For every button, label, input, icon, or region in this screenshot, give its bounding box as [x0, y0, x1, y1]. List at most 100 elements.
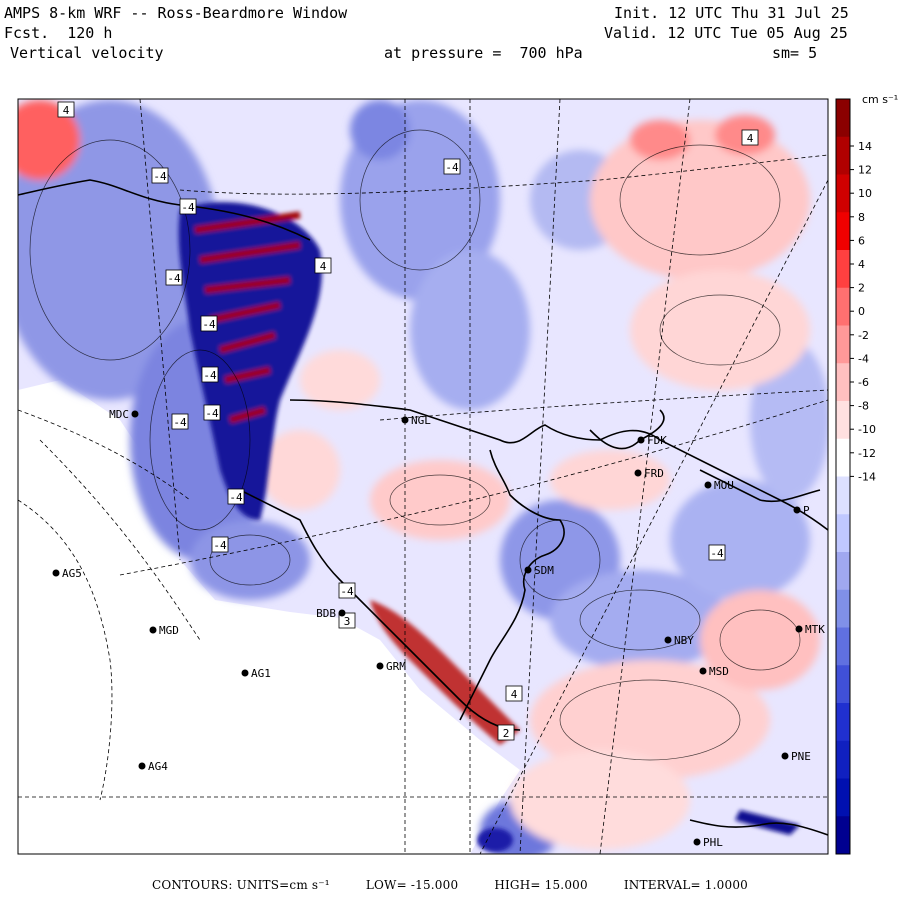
- station-marker: [376, 662, 384, 670]
- colorbar-swatch: [836, 627, 850, 666]
- station-label: PNE: [791, 750, 811, 763]
- map-frame: [17, 98, 829, 855]
- colorbar-swatch: [836, 476, 850, 515]
- contour-label: -4: [229, 491, 243, 504]
- contour-label: -4: [181, 201, 195, 214]
- contour-label: -4: [445, 161, 459, 174]
- station-marker: [795, 625, 803, 633]
- colorbar-tick-label: 0: [858, 305, 865, 318]
- contour-label-box: [227, 488, 245, 505]
- colorbar-swatch: [836, 212, 850, 251]
- contour-label-box: [314, 257, 332, 274]
- contour-label: -4: [173, 416, 187, 429]
- contour-label-box: [338, 582, 356, 599]
- colorbar-tick-label: 4: [858, 258, 865, 271]
- station-label: SDM: [534, 564, 554, 577]
- map-field: 4 -4 -4 -4 4 -4 4 -4 -4 -4 -4 -4 -4 3 -4 -4 2 4 NGL FDK FRD…: [18, 99, 828, 854]
- colorbar-swatch: [836, 174, 850, 213]
- colorbar-tick-label: -14: [858, 470, 876, 483]
- station-marker: [338, 609, 346, 617]
- contour-label: 4: [320, 260, 327, 273]
- colorbar-tick-label: 14: [858, 140, 872, 153]
- station-marker: [131, 410, 139, 418]
- contour-label-box: [443, 158, 461, 175]
- colorbar-tick-label: 6: [858, 234, 865, 247]
- contour-label-box: [741, 129, 759, 146]
- colorbar: 14 12 10 8 6 4 2 0 -2 -4 -6 -8 -10 -12 -14: [835, 98, 876, 855]
- contour-label: 4: [511, 688, 518, 701]
- valid-time: Valid. 12 UTC Tue 05 Aug 25: [604, 24, 848, 42]
- contour-label: -4: [167, 272, 181, 285]
- colorbar-tick-label: -12: [858, 447, 876, 460]
- contour-label: -4: [205, 407, 219, 420]
- stations: NGL FDK FRD MOU MDC SDM AG5 MGD AG1 AG4 NBY MTK BDB G…: [52, 408, 825, 849]
- station-marker: [704, 481, 712, 489]
- contour-low: LOW= -15.000: [365, 878, 459, 892]
- station-label: NGL: [411, 414, 431, 427]
- colorbar-tick-label: -8: [858, 400, 869, 413]
- contour-label-box: [201, 366, 219, 383]
- contour-label-box: [57, 101, 75, 118]
- contour-label-box: [200, 315, 218, 332]
- station-marker: [637, 436, 645, 444]
- colorbar-swatch: [836, 99, 850, 138]
- colorbar-swatch: [836, 665, 850, 704]
- pressure-level: at pressure = 700 hPa: [384, 44, 583, 62]
- colorbar-swatch: [836, 703, 850, 742]
- station-label: P: [803, 504, 810, 517]
- contour-lines: [29, 129, 801, 761]
- contour-label-box: [497, 724, 515, 741]
- contour-high: HIGH= 15.000: [494, 878, 588, 892]
- graticule: [18, 99, 828, 854]
- field-name: Vertical velocity: [10, 44, 164, 62]
- station-marker: [52, 569, 60, 577]
- station-label: NBY: [674, 634, 694, 647]
- coastlines: [18, 179, 828, 836]
- station-marker: [138, 762, 146, 770]
- contour-label: -4: [213, 539, 227, 552]
- contour-units: CONTOURS: UNITS=cm s⁻¹: [151, 878, 330, 892]
- colorbar-swatch: [836, 514, 850, 553]
- map-title: AMPS 8-km WRF -- Ross-Beardmore Window: [4, 4, 348, 22]
- contour-label: -4: [153, 170, 167, 183]
- contour-label: 4: [747, 132, 754, 145]
- contour-interval: INTERVAL= 1.0000: [623, 878, 748, 892]
- station-marker: [241, 669, 249, 677]
- station-marker: [664, 636, 672, 644]
- contour-label-box: [338, 612, 356, 629]
- contour-label-box: [505, 685, 523, 702]
- contour-label-box: [203, 404, 221, 421]
- station-label: AG5: [62, 567, 82, 580]
- colorbar-units: cm s⁻¹: [862, 93, 898, 106]
- station-label: GRM: [386, 660, 406, 673]
- colorbar-tick-label: 2: [858, 282, 865, 295]
- contour-info: CONTOURS: UNITS=cm s⁻¹ LOW= -15.000 HIGH…: [0, 878, 900, 892]
- colorbar-swatch: [836, 287, 850, 326]
- colorbar-tick-label: -2: [858, 329, 869, 342]
- station-marker: [699, 667, 707, 675]
- station-label: MDC: [109, 408, 129, 421]
- station-marker: [781, 752, 789, 760]
- colorbar-tick-label: 8: [858, 211, 865, 224]
- smoothing: sm= 5: [772, 44, 818, 62]
- forecast-hour: Fcst. 120 h: [4, 24, 113, 42]
- station-marker: [401, 416, 409, 424]
- station-label: MTK: [805, 623, 825, 636]
- colorbar-swatch: [836, 250, 850, 289]
- colorbar-swatch: [836, 778, 850, 817]
- station-marker: [634, 469, 642, 477]
- contour-label-box: [179, 198, 197, 215]
- station-label: BDB: [316, 607, 336, 620]
- colorbar-tick-label: -4: [858, 352, 869, 365]
- colorbar-tick-label: 10: [858, 187, 872, 200]
- station-marker: [693, 838, 701, 846]
- contour-label-box: [171, 413, 189, 430]
- contour-label-box: [151, 167, 169, 184]
- colorbar-tick-label: 12: [858, 164, 872, 177]
- contour-label: -4: [202, 318, 216, 331]
- contour-label-box: [211, 536, 229, 553]
- station-label: MGD: [159, 624, 179, 637]
- station-label: AG4: [148, 760, 168, 773]
- colorbar-swatch: [836, 363, 850, 402]
